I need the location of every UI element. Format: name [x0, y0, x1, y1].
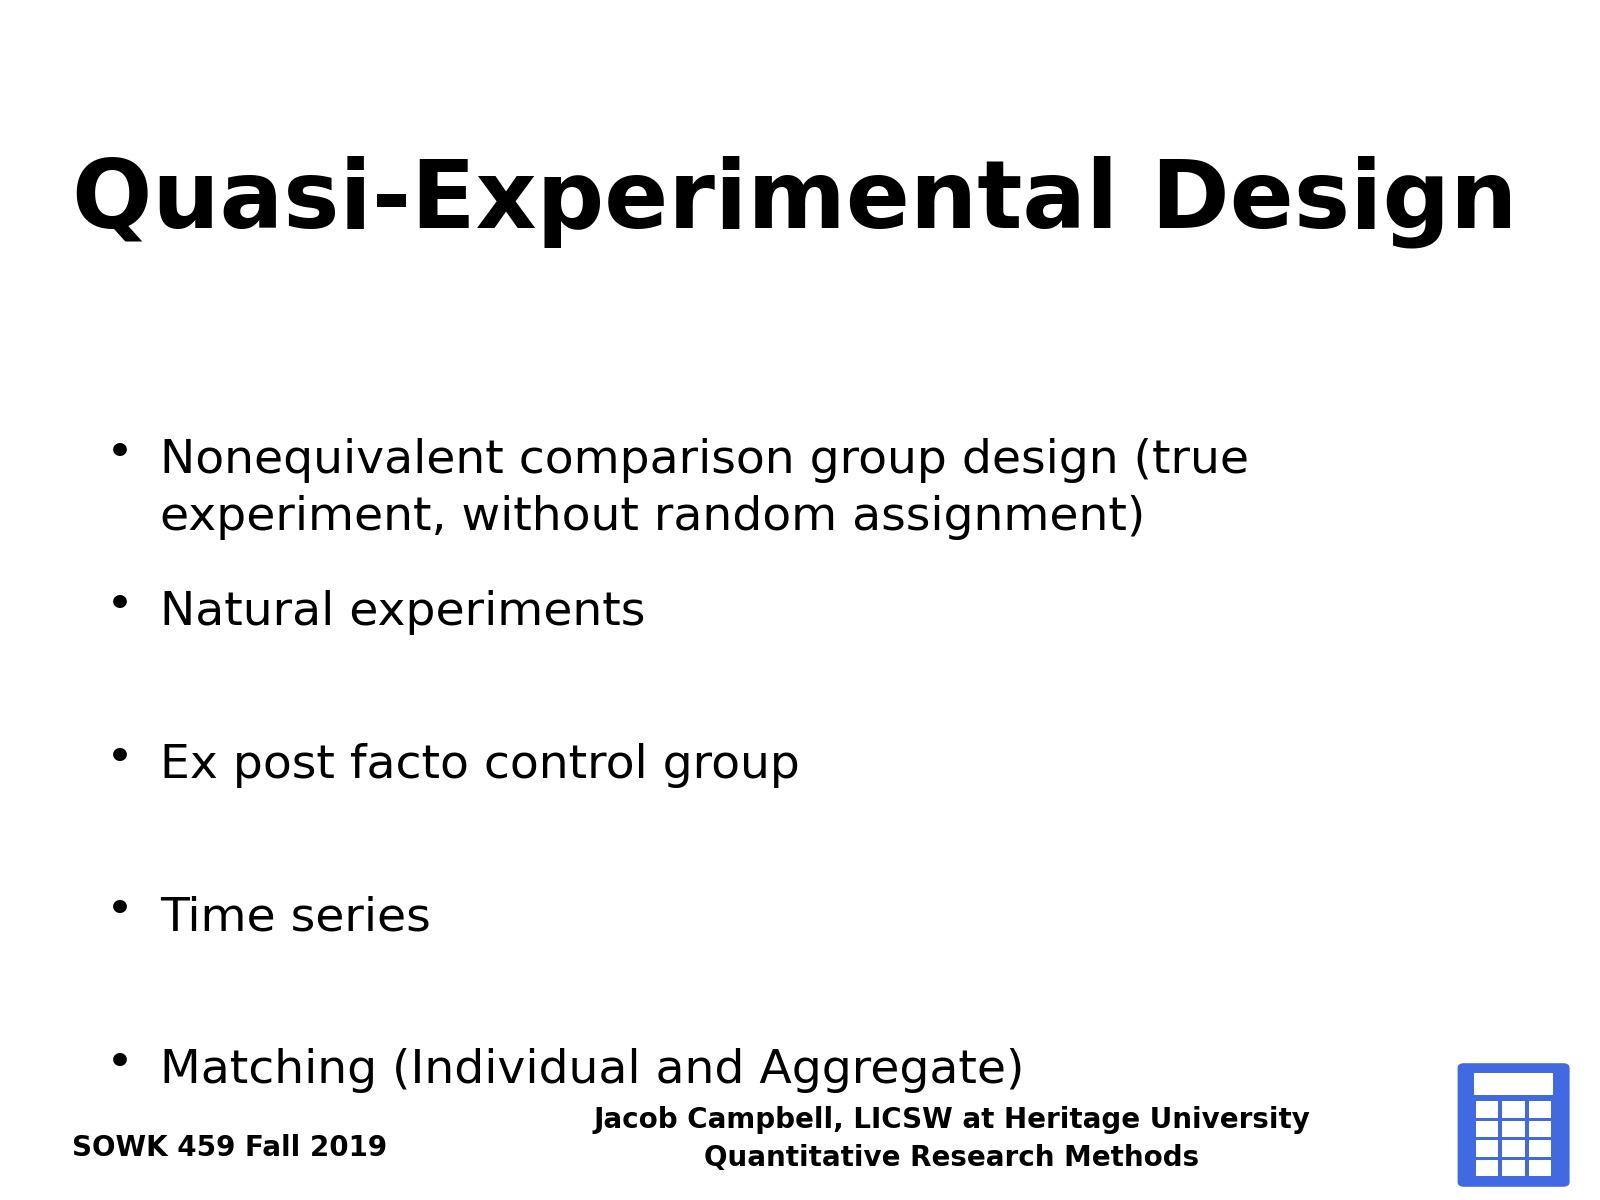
Bar	[1530, 1121, 1552, 1138]
Bar	[1530, 1140, 1552, 1157]
Text: Matching (Individual and Aggregate): Matching (Individual and Aggregate)	[160, 1048, 1024, 1092]
Text: Quantitative Research Methods: Quantitative Research Methods	[704, 1145, 1200, 1172]
Text: Nonequivalent comparison group design (true
experiment, without random assignmen: Nonequivalent comparison group design (t…	[160, 438, 1250, 540]
Text: Ex post facto control group: Ex post facto control group	[160, 743, 800, 787]
Bar	[1475, 1140, 1498, 1157]
Bar	[1475, 1121, 1498, 1138]
Text: •: •	[106, 584, 134, 629]
Text: Quasi-Experimental Design: Quasi-Experimental Design	[72, 156, 1517, 248]
Text: SOWK 459 Fall 2019: SOWK 459 Fall 2019	[72, 1134, 387, 1162]
Bar	[1502, 1140, 1525, 1157]
Text: •: •	[106, 737, 134, 782]
Text: •: •	[106, 889, 134, 934]
Text: Jacob Campbell, LICSW at Heritage University: Jacob Campbell, LICSW at Heritage Univer…	[594, 1106, 1310, 1134]
Bar	[1530, 1159, 1552, 1176]
Bar	[1502, 1159, 1525, 1176]
Text: •: •	[106, 432, 134, 476]
Bar	[1502, 1121, 1525, 1138]
Text: Natural experiments: Natural experiments	[160, 590, 645, 636]
Bar	[1475, 1159, 1498, 1176]
FancyBboxPatch shape	[1458, 1063, 1570, 1187]
Bar	[1475, 1102, 1498, 1118]
Bar	[1530, 1102, 1552, 1118]
Text: Time series: Time series	[160, 895, 430, 941]
Bar	[1502, 1102, 1525, 1118]
Bar	[1474, 1073, 1554, 1096]
Text: •: •	[106, 1042, 134, 1087]
